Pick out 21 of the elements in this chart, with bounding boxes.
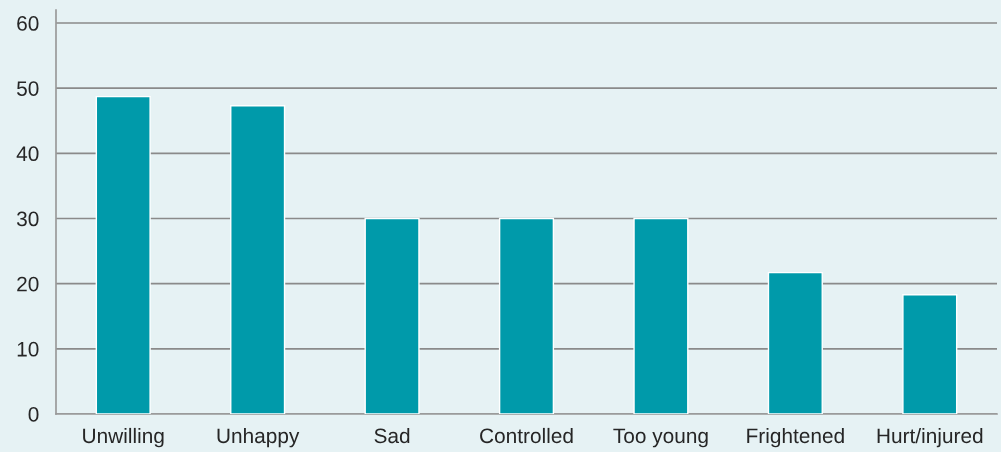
x-tick-label: Sad	[374, 427, 410, 444]
y-tick-label: 50	[17, 81, 39, 96]
x-tick-label: Hurt/injured	[877, 427, 983, 448]
bar	[902, 294, 958, 414]
y-tick-label: 40	[16, 146, 39, 162]
y-tick-label: 30	[16, 211, 39, 227]
bar	[498, 217, 555, 414]
bar	[767, 271, 823, 414]
y-tick-label: 10	[17, 341, 39, 357]
bar	[633, 217, 689, 414]
x-tick-label: Unhappy	[217, 427, 300, 448]
bar	[230, 105, 286, 414]
x-tick-label: Unwilling	[83, 427, 164, 448]
bar	[364, 217, 420, 414]
y-tick-label: 20	[17, 276, 39, 292]
bar	[95, 95, 151, 414]
x-tick-label: Frightened	[747, 427, 844, 448]
x-tick-label: Controlled	[480, 427, 573, 444]
y-tick-label: 0	[28, 407, 39, 422]
x-tick-label: Too young	[613, 428, 708, 448]
y-tick-label: 60	[17, 16, 39, 31]
